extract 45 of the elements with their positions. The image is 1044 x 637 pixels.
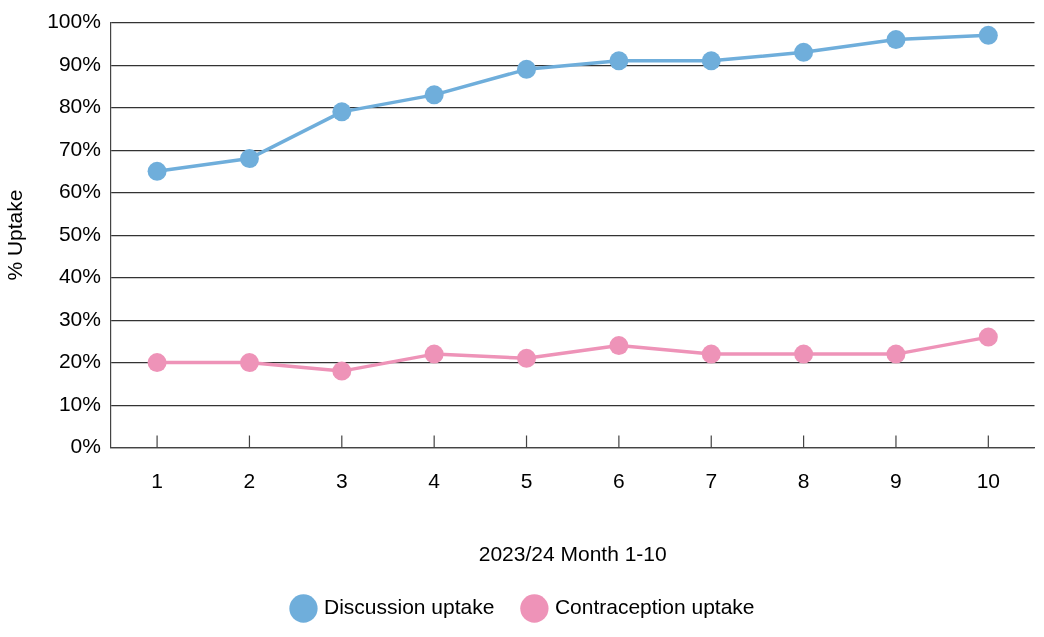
- y-tick-label: 40%: [58, 264, 101, 288]
- x-tick-label: 2: [243, 469, 256, 492]
- point: [609, 336, 629, 356]
- y-axis-title: % Uptake: [3, 189, 27, 281]
- x-tick-label: 9: [890, 469, 902, 492]
- point: [147, 353, 167, 373]
- x-tick-label: 8: [797, 469, 810, 492]
- y-tick-label: 0%: [70, 434, 101, 458]
- y-tick-label: 60%: [58, 179, 101, 203]
- x-tick-label: 4: [428, 469, 441, 492]
- point: [239, 149, 259, 169]
- y-tick-label: 30%: [58, 306, 101, 330]
- point: [886, 30, 906, 50]
- point: [332, 361, 352, 381]
- y-tick-label: 50%: [58, 221, 101, 245]
- point: [147, 161, 167, 181]
- point: [609, 51, 629, 71]
- point: [517, 59, 537, 79]
- x-tick-label: 1: [151, 469, 163, 492]
- point: [978, 25, 998, 45]
- point: [978, 327, 998, 347]
- point: [794, 344, 814, 364]
- x-axis-title: 2023/24 Month 1-10: [478, 542, 667, 566]
- y-tick-label: 20%: [58, 349, 101, 373]
- y-tick-label: 90%: [58, 51, 101, 75]
- point: [701, 344, 721, 364]
- y-tick-label: 70%: [58, 136, 101, 160]
- point: [332, 102, 352, 122]
- y-tick-label: 100%: [47, 9, 101, 33]
- y-tick-label: 80%: [58, 94, 101, 118]
- x-tick-label: 7: [705, 469, 718, 492]
- x-tick-label: 10: [976, 469, 1000, 492]
- point: [424, 85, 444, 105]
- legend-label: Discussion uptake: [323, 595, 495, 619]
- point: [424, 344, 444, 364]
- legend-label: Contraception uptake: [554, 595, 755, 619]
- point: [886, 344, 906, 364]
- point: [701, 51, 721, 71]
- y-tick-label: 10%: [58, 391, 101, 415]
- point: [517, 348, 537, 368]
- x-tick-label: 6: [613, 469, 625, 492]
- point: [239, 353, 259, 373]
- x-tick-label: 5: [520, 469, 533, 492]
- x-tick-label: 3: [335, 469, 348, 492]
- point: [794, 42, 814, 62]
